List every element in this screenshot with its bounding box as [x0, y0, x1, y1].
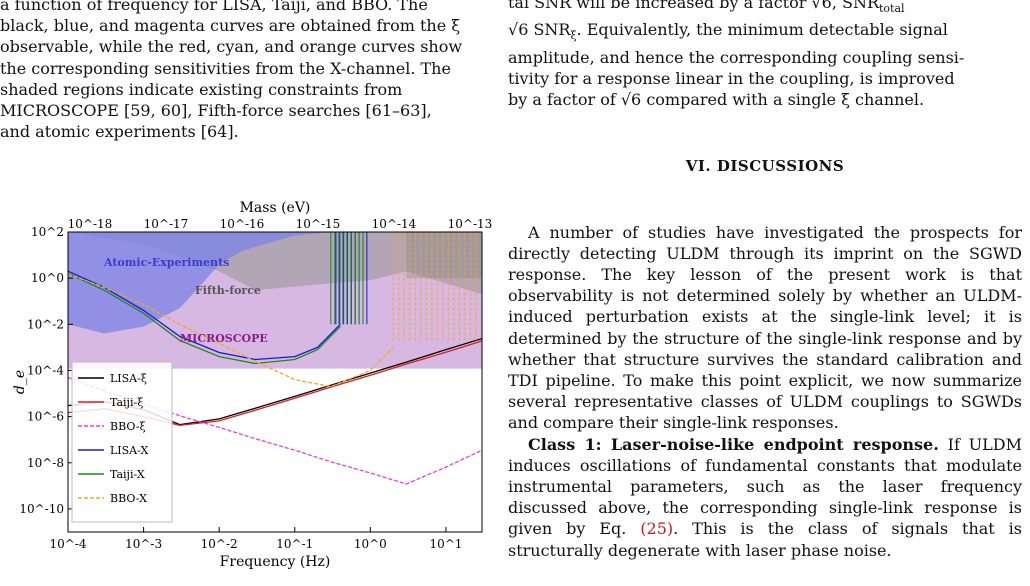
legend-label: BBO-ξ — [110, 420, 146, 433]
caption-text: black, blue, and magenta curves are obta… — [0, 16, 461, 36]
top-tick-label: 10^-15 — [296, 217, 341, 231]
text-fragment: . This is the class of signals that is s… — [508, 519, 1022, 560]
section-heading: VI. DISCUSSIONS — [685, 157, 845, 176]
x-tick-label: 10^0 — [354, 537, 387, 551]
x-axis-label: Frequency (Hz) — [220, 554, 331, 570]
caption-text: MICROSCOPE [59, 60], Fifth-force searche… — [0, 101, 432, 121]
equation-ref-link[interactable]: (25) — [640, 519, 674, 539]
x-tick-label: 10^-3 — [125, 537, 162, 551]
top-tick-label: 10^-16 — [220, 217, 265, 231]
region-fifth-force-upper — [406, 232, 482, 279]
text-fragment: total — [879, 2, 905, 16]
left-column: a function of frequency for LISA, Taiji,… — [0, 0, 486, 142]
y-tick-label: 10^-4 — [27, 363, 64, 377]
caption-line: and atomic experiments [64]. — [0, 121, 486, 142]
series-line-5 — [68, 273, 394, 388]
y-tick-label: 10^-8 — [27, 456, 64, 470]
y-tick-label: 10^-2 — [27, 317, 64, 331]
caption-line: MICROSCOPE [59, 60], Fifth-force searche… — [0, 100, 486, 121]
series-line-4 — [68, 272, 341, 365]
caption-text: shaded regions indicate existing constra… — [0, 79, 403, 99]
right-top-line-4: tivity for a response linear in the coup… — [508, 68, 955, 88]
text-fragment: √6 SNR — [508, 20, 571, 40]
series-line-3 — [68, 270, 341, 361]
y-tick-label: 10^-6 — [27, 410, 64, 424]
y-tick-label: 10^-10 — [19, 502, 64, 516]
x-tick-label: 10^1 — [429, 537, 462, 551]
top-tick-label: 10^-18 — [68, 217, 113, 231]
sensitivity-figure: Atomic-Experiments Fifth-force MICROSCOPE 1… — [12, 200, 493, 570]
y-tick-label: 10^2 — [31, 225, 64, 239]
legend-label: LISA-X — [110, 444, 148, 457]
y-tick-label: 10^0 — [31, 271, 64, 285]
legend-label: BBO-X — [110, 492, 147, 505]
text-fragment: . Equivalently, the minimum detectable s… — [576, 20, 948, 40]
right-top-line-2: √6 SNRξ. Equivalently, the minimum detec… — [508, 19, 1022, 46]
text-fragment: ξ — [570, 29, 577, 43]
region-label: Fifth-force — [195, 284, 261, 297]
caption-partial-line: a function of frequency for LISA, Taiji,… — [0, 0, 428, 14]
caption-line: observable, while the red, cyan, and ora… — [0, 36, 486, 57]
caption-text: the corresponding sensitivities from the… — [0, 58, 451, 78]
right-column: tal SNR will be increased by a factor √6… — [508, 0, 1022, 561]
paragraph-1: A number of studies have investigated th… — [508, 222, 1022, 433]
class-heading: Class 1: Laser-noise-like endpoint respo… — [528, 434, 939, 454]
y-axis-label: d_e — [12, 370, 28, 394]
legend-box — [71, 361, 173, 523]
plot-frame — [67, 231, 483, 533]
top-axis-label: Mass (eV) — [240, 200, 311, 216]
legend-label: Taiji-X — [110, 468, 145, 481]
right-top-line-3: amplitude, and hence the corresponding c… — [508, 47, 965, 67]
text-fragment: tal SNR will be increased by a factor √6… — [508, 0, 880, 12]
x-tick-label: 10^-4 — [49, 537, 86, 551]
caption-text: observable, while the red, cyan, and ora… — [0, 37, 463, 57]
region-label: Atomic-Experiments — [103, 256, 229, 269]
x-tick-label: 10^-2 — [201, 537, 238, 551]
caption-line: the corresponding sensitivities from the… — [0, 58, 486, 79]
region-label: MICROSCOPE — [180, 332, 268, 345]
text-fragment: If ULDM induces oscillations of fundamen… — [508, 434, 1022, 539]
plot-area — [68, 232, 482, 485]
legend-label: LISA-ξ — [110, 372, 147, 385]
legend-label: Taiji-ξ — [110, 396, 143, 409]
x-tick-label: 10^-1 — [276, 537, 313, 551]
paragraph-2: Class 1: Laser-noise-like endpoint respo… — [508, 434, 1022, 561]
caption-line: black, blue, and magenta curves are obta… — [0, 15, 486, 36]
top-tick-label: 10^-13 — [448, 217, 493, 231]
top-tick-label: 10^-17 — [144, 217, 189, 231]
caption-line: shaded regions indicate existing constra… — [0, 79, 486, 100]
caption-text: and atomic experiments [64]. — [0, 122, 239, 142]
right-top-line-5: by a factor of √6 compared with a single… — [508, 90, 925, 110]
top-tick-label: 10^-14 — [372, 217, 417, 231]
right-top-line-1: tal SNR will be increased by a factor √6… — [508, 0, 1022, 19]
